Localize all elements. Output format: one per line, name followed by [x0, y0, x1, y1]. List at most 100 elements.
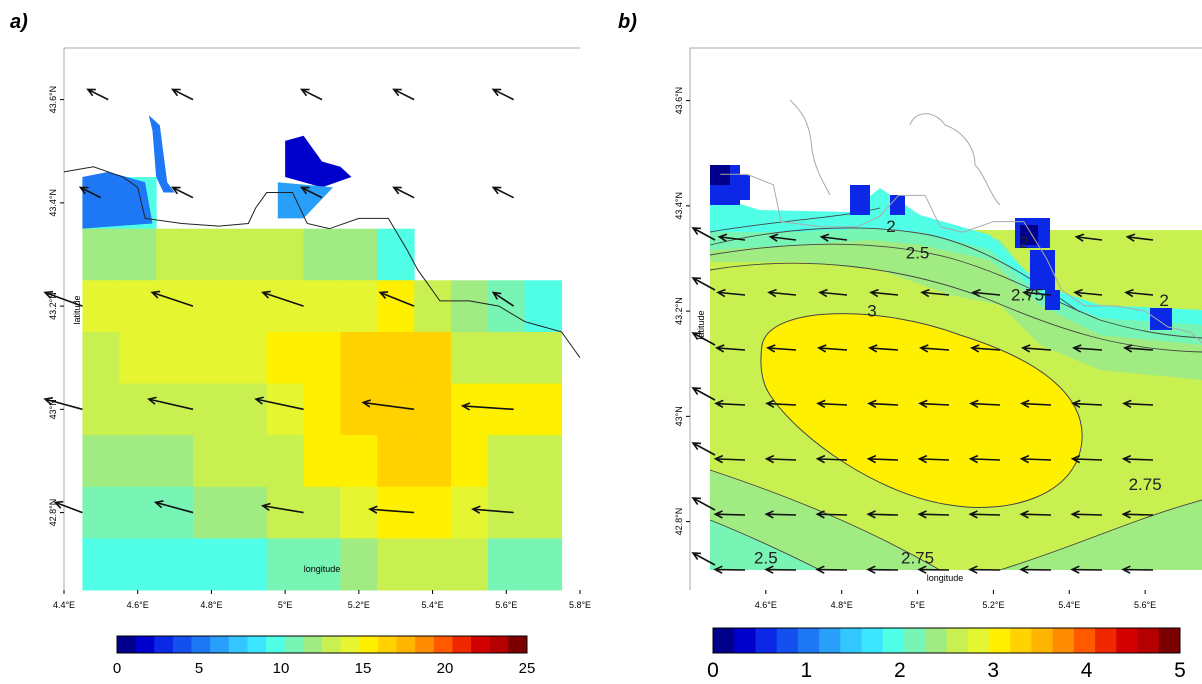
- wind-vector: [764, 510, 797, 519]
- heat-cell: [193, 228, 231, 281]
- colorbar-swatch: [1095, 628, 1117, 653]
- wind-vector: [43, 396, 83, 411]
- y-tick-label: 43.2°N: [48, 292, 58, 320]
- wind-vector: [260, 502, 304, 514]
- heat-cell: [156, 331, 194, 385]
- panel-b-colorbar: 0 1 2 3 4 5: [707, 627, 1186, 682]
- wind-vector: [691, 332, 716, 346]
- heat-cell: [82, 383, 120, 436]
- wind-vector: [368, 505, 415, 514]
- x-axis-label: longitude: [927, 573, 964, 583]
- wind-vector: [815, 565, 848, 574]
- nearshore-block: [1045, 290, 1060, 310]
- colorbar-swatch: [797, 628, 820, 653]
- heat-cell: [414, 486, 452, 539]
- heat-cell: [193, 486, 231, 539]
- heat-cell: [229, 228, 268, 281]
- wind-vector: [299, 186, 323, 199]
- heat-cell: [414, 538, 452, 591]
- wind-vector: [867, 344, 899, 353]
- colorbar-swatch: [191, 636, 211, 653]
- wind-vector: [254, 396, 304, 411]
- wind-vector: [968, 510, 1001, 519]
- heat-cell: [82, 228, 120, 281]
- heat-cell: [156, 538, 194, 591]
- y-tick-label: 43.2°N: [674, 297, 684, 325]
- heat-cell: [340, 228, 378, 281]
- lagoon-cell: [277, 182, 334, 219]
- heat-cell: [156, 228, 194, 281]
- heat-cell: [303, 538, 341, 591]
- y-tick-label: 43.6°N: [48, 86, 58, 114]
- x-tick-label: 4.6°E: [755, 600, 777, 610]
- wind-vector: [767, 288, 797, 298]
- colorbar-swatch: [988, 628, 1011, 653]
- wind-vector: [764, 454, 797, 464]
- heat-cell: [119, 383, 157, 436]
- wind-vector: [866, 454, 899, 464]
- colorbar-swatch: [734, 628, 756, 653]
- wind-vector: [1071, 344, 1103, 353]
- heat-cell: [451, 486, 489, 539]
- wind-vector: [299, 88, 323, 101]
- wind-vector: [765, 399, 797, 409]
- wind-vector: [968, 565, 1001, 574]
- heat-cell: [303, 280, 341, 333]
- colorbar-swatch: [904, 628, 926, 653]
- x-tick-label: 5.6°E: [495, 600, 517, 610]
- coastline: [720, 173, 1202, 344]
- wind-vector: [691, 497, 716, 511]
- heat-cell: [377, 228, 415, 281]
- wind-vector: [491, 186, 515, 199]
- x-tick-label: 4.8°E: [831, 600, 853, 610]
- colorbar-tick-label: 0: [113, 660, 121, 677]
- x-tick-label: 5.2°E: [982, 600, 1004, 610]
- heat-cell: [266, 331, 305, 385]
- heat-cell: [193, 383, 231, 436]
- heat-cell: [340, 486, 378, 539]
- wind-vector: [691, 277, 716, 291]
- contour-line: [709, 519, 821, 571]
- wind-vector: [768, 233, 797, 242]
- wind-vector: [969, 399, 1001, 409]
- wind-vector: [1073, 288, 1103, 298]
- wind-vector: [1074, 233, 1103, 242]
- heat-cell: [487, 486, 526, 539]
- x-tick-label: 5.4°E: [1058, 600, 1080, 610]
- wind-vector: [1122, 399, 1154, 409]
- wind-vector: [153, 500, 194, 514]
- heat-cell: [82, 486, 120, 539]
- heat-cell: [487, 435, 526, 488]
- contour-line: [709, 262, 1202, 353]
- wind-vector: [147, 396, 194, 411]
- nearshore-block: [850, 185, 870, 215]
- field-band-coast: [710, 188, 1202, 325]
- field-band-coast: [710, 195, 1202, 345]
- colorbar-tick-label: 1: [801, 659, 813, 682]
- wind-vector: [261, 290, 304, 307]
- colorbar-swatch: [284, 636, 304, 653]
- y-axis-label: latitude: [72, 295, 82, 324]
- wind-vector: [713, 510, 746, 519]
- x-tick-label: 5°E: [278, 600, 293, 610]
- heat-cell: [119, 538, 157, 591]
- panel-b-label: b): [618, 11, 637, 33]
- wind-vector: [1019, 565, 1052, 574]
- heat-cell: [82, 280, 120, 333]
- heat-cell: [82, 435, 120, 488]
- heat-cell: [451, 538, 489, 591]
- wind-vector: [1125, 233, 1154, 242]
- colorbar-swatch: [303, 636, 323, 653]
- heat-cell: [119, 331, 157, 385]
- x-tick-label: 5.6°E: [1134, 600, 1156, 610]
- wind-vector: [816, 399, 848, 409]
- contour-label: 2.75: [1129, 475, 1162, 494]
- wind-vector: [1121, 454, 1154, 464]
- heat-cell: [193, 435, 231, 488]
- channel-cell: [148, 115, 175, 193]
- wind-vector: [714, 399, 746, 409]
- colorbar-swatch: [713, 628, 735, 653]
- colorbar-tick-label: 2: [894, 659, 906, 682]
- y-tick-label: 42.8°N: [48, 499, 58, 527]
- y-tick-label: 43.4°N: [674, 192, 684, 220]
